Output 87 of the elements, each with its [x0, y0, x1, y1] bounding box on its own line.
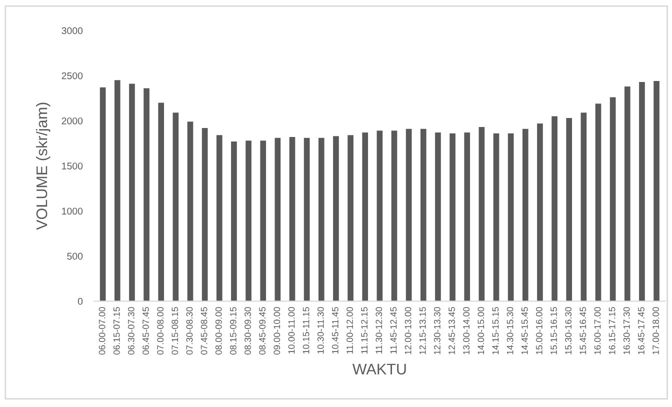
bar [362, 132, 368, 302]
bar [566, 118, 572, 302]
bar [246, 140, 252, 302]
bar [580, 112, 587, 302]
x-tick-label: 12.15-13.15 [419, 307, 426, 354]
bar [129, 84, 135, 302]
bar [639, 82, 645, 302]
y-tick-label: 1000 [62, 208, 83, 215]
bar [187, 122, 194, 302]
y-axis-title: VOLUME (skr/jam) [36, 102, 50, 230]
x-tick-label: 06.15-07.15 [113, 307, 120, 355]
bar [202, 128, 208, 302]
x-tick-label: 15.30-16.30 [565, 307, 572, 354]
bar [420, 128, 426, 302]
y-tick-label: 2000 [62, 117, 83, 124]
y-tick-label: 1500 [62, 162, 83, 170]
bar [274, 138, 281, 302]
bar [435, 132, 441, 302]
x-tick-label: 10.00-11.00 [288, 307, 295, 354]
bar [508, 133, 514, 302]
bar [172, 112, 179, 302]
x-tick-label: 14.00-15.00 [478, 307, 484, 354]
x-tick-label: 15.45-16.45 [580, 307, 586, 354]
y-tick-label: 500 [67, 252, 83, 260]
bar [304, 138, 310, 302]
x-tick-label: 10.30-11.30 [317, 307, 324, 354]
x-tick-label: 14.45-15.45 [522, 307, 528, 354]
y-tick-label: 2500 [62, 72, 83, 80]
x-tick-label: 11.15-12.15 [361, 307, 368, 354]
x-tick-label: 15.15-16.15 [550, 307, 557, 354]
bar [289, 136, 296, 302]
bar [391, 130, 398, 302]
bar [610, 97, 616, 302]
x-tick-label: 16.30-17.30 [623, 307, 630, 354]
bar [595, 104, 602, 302]
x-tick-label: 07.00-08.00 [157, 307, 164, 355]
bar [158, 102, 164, 302]
x-tick-label: 14.30-15.30 [506, 307, 514, 354]
bar [216, 135, 222, 302]
x-tick-label: 11.00-12.00 [346, 307, 353, 354]
x-tick-label: 11.30-12.30 [376, 307, 382, 354]
x-tick-label: 06.00-07.00 [98, 307, 106, 355]
x-tick-label: 16.45-17.45 [638, 307, 644, 354]
bar [348, 135, 354, 302]
x-tick-label: 08.00-09.00 [215, 307, 222, 355]
x-tick-label: 13.00-14.00 [463, 307, 470, 354]
x-tick-label: 08.30-09.30 [244, 307, 251, 355]
bar [100, 87, 106, 302]
x-tick-label: 15.00-16.00 [536, 307, 542, 354]
bar [144, 88, 150, 302]
bar [522, 128, 528, 302]
bar [406, 128, 412, 302]
x-tick-label: 09.00-10.00 [274, 307, 280, 355]
x-tick-label: 08.15-09.15 [230, 307, 236, 355]
x-tick-label: 07.45-08.45 [200, 307, 208, 355]
x-tick-label: 07.15-08.15 [172, 307, 178, 355]
x-tick-label: 06.45-07.45 [142, 307, 149, 355]
x-tick-label: 12.30-13.30 [434, 307, 440, 354]
x-tick-label: 17.00-18.00 [652, 307, 659, 354]
y-tick-label: 3000 [62, 27, 83, 34]
bar [552, 116, 558, 302]
x-axis-title: WAKTU [352, 364, 406, 374]
x-tick-label: 11.45-12.45 [390, 307, 397, 354]
bar [260, 140, 266, 302]
bar [464, 132, 470, 302]
bar [654, 81, 660, 302]
x-tick-label: 12.45-13.45 [448, 307, 455, 354]
x-tick-label: 12.00-13.00 [404, 307, 412, 354]
bar [478, 127, 485, 302]
bar [624, 86, 630, 302]
bar [231, 141, 237, 302]
bar [318, 138, 324, 302]
y-tick-label: 0 [78, 298, 83, 305]
x-tick-label: 14.15-15.15 [492, 307, 499, 354]
bar [376, 130, 383, 302]
x-tick-label: 07.30-08.30 [186, 307, 193, 355]
bar [114, 80, 120, 302]
x-tick-label: 08.45-09.45 [259, 307, 266, 355]
x-tick-label: 16.00-17.00 [594, 307, 601, 354]
x-tick-label: 10.45-11.45 [332, 307, 338, 354]
bar [537, 123, 543, 302]
x-tick-label: 06.30-07.30 [128, 307, 134, 355]
x-tick-label: 10.15-11.15 [302, 307, 310, 354]
bar [493, 133, 500, 302]
bar [450, 133, 456, 302]
bar [333, 136, 339, 302]
x-tick-label: 16.15-17.15 [608, 307, 616, 354]
